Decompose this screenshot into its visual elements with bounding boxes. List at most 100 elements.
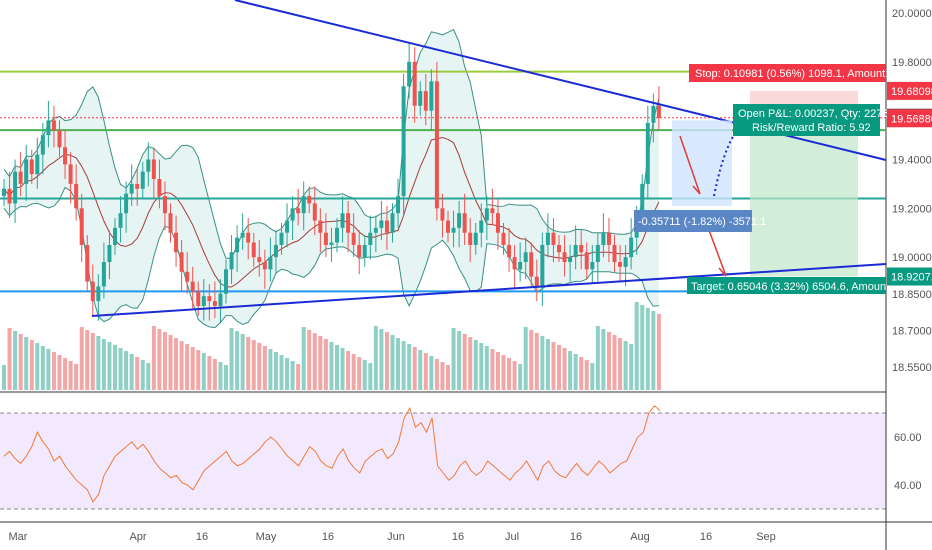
volume-bar [18,334,23,390]
candle-body [612,244,617,263]
volume-bar [68,361,73,390]
candle-body [645,122,650,184]
volume-bar [151,326,156,390]
time-tick-label: Jul [505,531,519,543]
candle-body [512,257,517,270]
time-tick-label: 16 [700,531,712,543]
volume-bar [590,363,595,390]
volume-bar [57,355,62,390]
volume-bar [285,358,290,390]
candle-body [124,193,129,214]
volume-bar [462,334,467,390]
volume-bar [612,335,617,390]
volume-bar [40,346,45,390]
candle-body [24,159,29,184]
stop-label-bg [689,64,886,82]
candle-body [268,257,273,270]
volume-bar [296,364,301,390]
volume-bar [573,354,578,390]
candle-body [623,257,628,267]
candle-body [440,208,445,221]
candle-body [629,237,634,258]
candle-body [573,244,578,258]
projection-label: -0.35711 (-1.82%) -3571.1 [638,216,766,228]
volume-bar [279,355,284,390]
volume-bar [412,347,417,390]
candle-body [656,105,661,118]
time-tick-label: Mar [9,531,28,543]
volume-bar [629,344,634,390]
volume-bar [168,335,173,390]
volume-bar [623,341,628,390]
candle-body [162,196,167,214]
candle-body [246,232,251,243]
volume-bar [490,349,495,390]
volume-bar [162,332,167,390]
volume-bar [534,333,539,390]
candle-body [301,196,306,214]
volume-bar [651,311,656,390]
candle-body [7,188,12,204]
volume-bar [390,335,395,390]
candle-body [390,213,395,233]
rsi-tick-label: 40.00 [894,480,922,492]
volume-bar [85,330,90,390]
time-tick-label: Sep [756,531,776,543]
volume-bar [484,346,489,390]
candle-body [579,244,584,253]
candle-body [368,232,373,245]
candle-body [290,208,295,221]
candle-body [318,220,323,233]
volume-bar [634,302,639,390]
candle-body [224,269,228,294]
volume-bar [595,326,600,390]
volume-bar [273,352,278,390]
volume-bar [473,340,478,390]
volume-bar [251,340,256,390]
candle-body [540,244,545,287]
volume-bar [301,327,306,390]
volume-bar [240,334,245,390]
volume-bar [118,348,123,390]
target-label-bg [687,277,886,294]
volume-bar [140,360,145,390]
candle-body [285,220,290,233]
candle-body [446,220,450,233]
candle-body [329,242,334,245]
volume-bar [262,346,267,390]
stop-label: Stop: 0.10981 (0.56%) 1098.1, Amount: [695,68,888,80]
candle-body [296,208,301,214]
time-tick-label: 16 [322,531,334,543]
trendline-lower [91,263,887,317]
price-tick-label: 19.20000 [892,203,932,215]
volume-bar [606,332,611,390]
volume-bar [418,350,423,390]
time-tick-label: May [256,531,277,543]
target-zone [750,117,858,277]
volume-bar [362,360,367,390]
volume-bar [368,363,373,390]
candle-body [340,213,345,228]
volume-bar [551,342,556,390]
volume-bar [656,314,661,390]
price-badge-label: 18.92071 [891,271,932,283]
candle-body [434,81,439,209]
candle-body [57,130,62,148]
candle-body [157,179,162,197]
candle-body [562,252,567,263]
volume-bar [7,328,12,390]
volume-bar [401,341,406,390]
candle-body [146,159,151,172]
candle-body [113,227,117,245]
volume-bar [96,336,101,390]
volume-bar [312,333,317,390]
volume-bar [129,354,134,390]
candle-body [257,257,262,263]
volume-bar [457,331,462,390]
volume-bar [379,329,384,390]
candle-body [235,237,240,253]
candle-body [484,208,489,221]
candle-body [357,244,362,258]
target-label: Target: 0.65046 (3.32%) 6504.6, Amount: [691,281,892,293]
